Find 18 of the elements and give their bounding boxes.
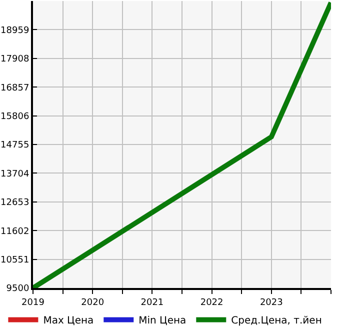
y-tick-label: 12653 bbox=[0, 198, 30, 208]
y-tick-label: 17908 bbox=[0, 54, 30, 65]
y-tick-label: 15806 bbox=[0, 112, 30, 122]
legend-label: Сред.Цена, т.йен bbox=[231, 316, 322, 327]
y-tick-label: 13704 bbox=[0, 169, 30, 180]
x-tick-label: 2022 bbox=[200, 298, 224, 308]
x-tick-label: 2019 bbox=[22, 298, 45, 308]
y-tick-label: 11602 bbox=[0, 226, 30, 237]
x-tick-label: 2023 bbox=[260, 298, 283, 308]
y-tick-label: 14755 bbox=[0, 140, 30, 151]
legend-label: Max Цена bbox=[43, 316, 94, 327]
y-tick-label: 16857 bbox=[0, 83, 30, 94]
y-tick-label: 9500 bbox=[6, 284, 30, 294]
x-tick-label: 2021 bbox=[140, 298, 164, 308]
y-tick-label: 10551 bbox=[0, 255, 30, 266]
legend-label: Min Цена bbox=[138, 316, 186, 327]
x-tick-label: 2020 bbox=[81, 298, 104, 308]
y-tick-label: 18959 bbox=[0, 26, 30, 36]
